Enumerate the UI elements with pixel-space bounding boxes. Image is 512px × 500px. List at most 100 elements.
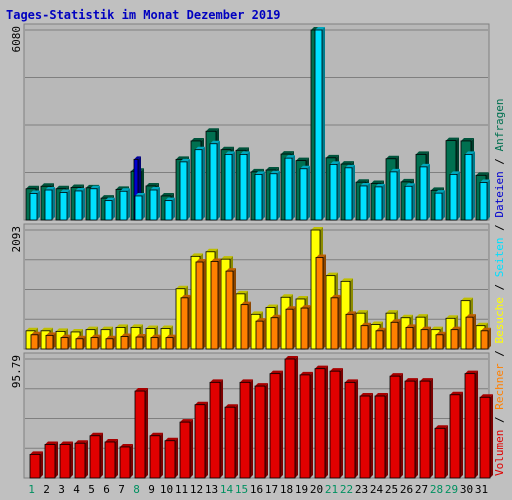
bar-seiten-31 [479,179,490,221]
panel-max-label: 6080 [10,26,23,53]
x-tick-label: 7 [118,483,125,496]
bar-rechner-13 [210,258,221,350]
bar-rechner-10 [165,334,176,350]
x-tick-label: 1 [28,483,35,496]
bar-volumen-29 [449,391,463,479]
legend-seiten: Seiten [493,238,506,278]
bar-volumen-3 [59,441,73,479]
bar-seiten-20 [314,27,325,221]
x-tick-label: 3 [58,483,65,496]
bar-rechner-24 [375,327,386,350]
bar-seiten-18 [284,155,295,221]
x-tick-label: 13 [205,483,218,496]
bar-rechner-19 [300,305,311,350]
legend-rechner: Rechner [493,363,506,410]
bar-rechner-23 [360,322,371,350]
bar-rechner-17 [270,314,281,350]
bar-seiten-3 [59,189,70,221]
bar-rechner-5 [90,334,101,350]
panel-visits: 2093 [10,223,491,350]
bar-seiten-9 [149,187,160,221]
bar-seiten-26 [404,183,415,221]
bar-volumen-14 [224,404,238,479]
bar-volumen-19 [299,371,313,479]
x-tick-label: 30 [460,483,473,496]
x-tick-label: 29 [445,483,458,496]
bar-seiten-14 [224,151,235,221]
bar-volumen-4 [74,440,88,479]
bar-seiten-11 [179,158,190,221]
bar-volumen-7 [119,443,133,479]
x-tick-label: 19 [295,483,308,496]
x-tick-label: 9 [148,483,155,496]
x-tick-label: 28 [430,483,443,496]
bar-rechner-16 [255,318,266,350]
bar-rechner-21 [330,294,341,350]
bar-rechner-2 [45,332,56,350]
bar-rechner-7 [120,333,131,350]
bar-seiten-29 [449,171,460,221]
legend-separator: / [493,151,506,171]
bar-seiten-22 [344,164,355,221]
bar-volumen-18 [284,356,298,479]
bar-seiten-28 [434,190,445,221]
x-tick-label: 31 [475,483,488,496]
bar-volumen-2 [44,441,58,479]
x-tick-label: 16 [250,483,263,496]
bar-volumen-1 [29,451,43,479]
bar-rechner-8 [135,334,146,350]
legend-besuche: Besuche [493,297,506,343]
x-tick-label: 14 [220,483,234,496]
x-tick-label: 25 [385,483,398,496]
x-tick-label: 11 [175,483,188,496]
bar-rechner-3 [60,334,71,350]
bar-seiten-5 [89,185,100,221]
bar-volumen-20 [314,365,328,479]
bar-volumen-24 [374,393,388,479]
panel-max-label: 2093 [10,226,23,253]
bar-volumen-31 [479,394,493,479]
bar-seiten-12 [194,146,205,221]
legend-separator: / [493,277,506,297]
legend: Volumen / Rechner / Besuche / Seiten / D… [493,98,506,476]
bar-rechner-31 [480,327,491,350]
bar-seiten-7 [119,188,130,221]
bar-rechner-30 [465,314,476,350]
bar-seiten-10 [164,197,175,221]
bar-seiten-8 [134,192,145,221]
bar-volumen-15 [239,379,253,479]
bar-seiten-27 [419,163,430,221]
x-tick-label: 20 [310,483,323,496]
panel-max-label: 95.79 [10,355,23,388]
x-tick-label: 27 [415,483,428,496]
panel-volume: 95.79 [10,352,493,479]
chart-title: Tages-Statistik im Monat Dezember 2019 [6,8,281,22]
bar-seiten-15 [239,151,250,221]
x-tick-label: 12 [190,483,203,496]
bar-volumen-10 [164,437,178,479]
bar-seiten-23 [359,182,370,221]
bar-rechner-11 [180,294,191,350]
x-tick-label: 10 [160,483,173,496]
bar-seiten-16 [254,171,265,221]
x-tick-label: 21 [325,483,338,496]
x-tick-label: 6 [103,483,110,496]
x-tick-label: 23 [355,483,368,496]
bar-rechner-9 [150,334,161,350]
bar-rechner-26 [405,324,416,350]
bar-seiten-30 [464,151,475,221]
bar-rechner-12 [195,259,206,350]
x-tick-label: 26 [400,483,413,496]
bar-volumen-5 [89,432,103,479]
bar-seiten-4 [74,187,85,221]
x-tick-label: 2 [43,483,50,496]
legend-volumen: Volumen [493,430,506,476]
bar-volumen-25 [389,373,403,479]
bar-volumen-9 [149,432,163,479]
bar-volumen-21 [329,368,343,479]
bar-volumen-23 [359,393,373,479]
bar-rechner-20 [315,254,326,350]
x-tick-label: 8 [133,483,140,496]
bar-seiten-19 [299,165,310,221]
